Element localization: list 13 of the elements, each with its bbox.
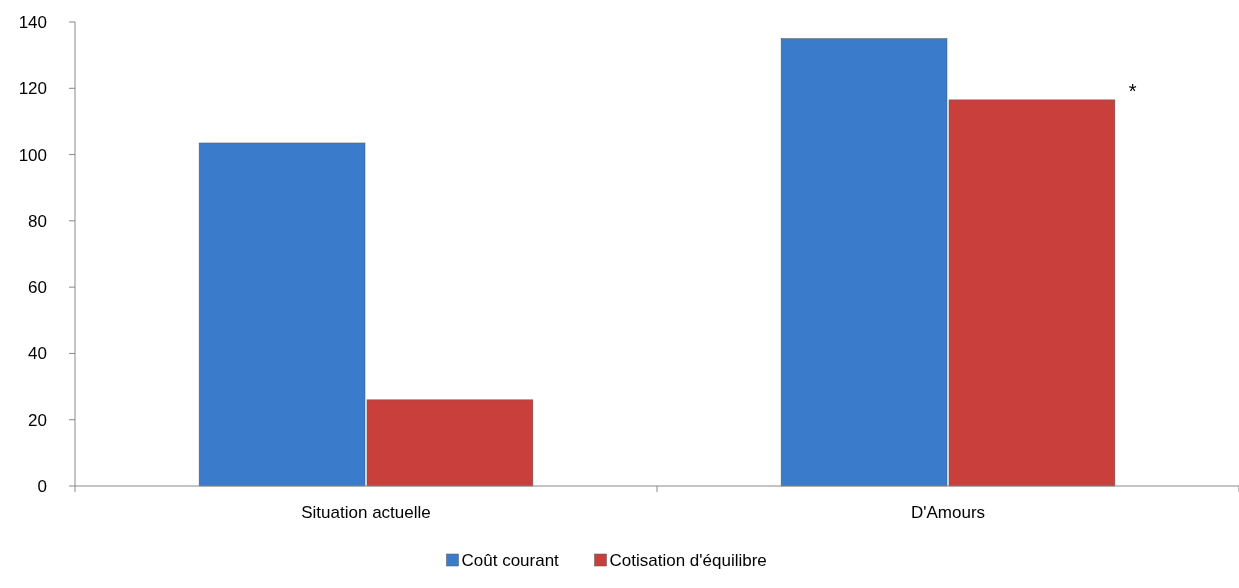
y-tick-label: 0	[37, 476, 47, 496]
y-tick-label: 140	[18, 12, 47, 32]
y-tick-label: 60	[28, 278, 47, 298]
legend-label: Cotisation d'équilibre	[609, 550, 767, 570]
y-tick-label: 40	[28, 344, 47, 364]
y-tick-label: 20	[28, 410, 47, 430]
y-tick-label: 120	[18, 79, 47, 99]
annotation: *	[1128, 79, 1137, 102]
y-tick-label: 100	[18, 145, 47, 165]
legend-label: Coût courant	[461, 550, 560, 570]
y-tick-label: 80	[28, 211, 47, 231]
x-tick-label: D'Amours	[910, 503, 986, 522]
x-tick-label: Situation actuelle	[301, 503, 431, 522]
